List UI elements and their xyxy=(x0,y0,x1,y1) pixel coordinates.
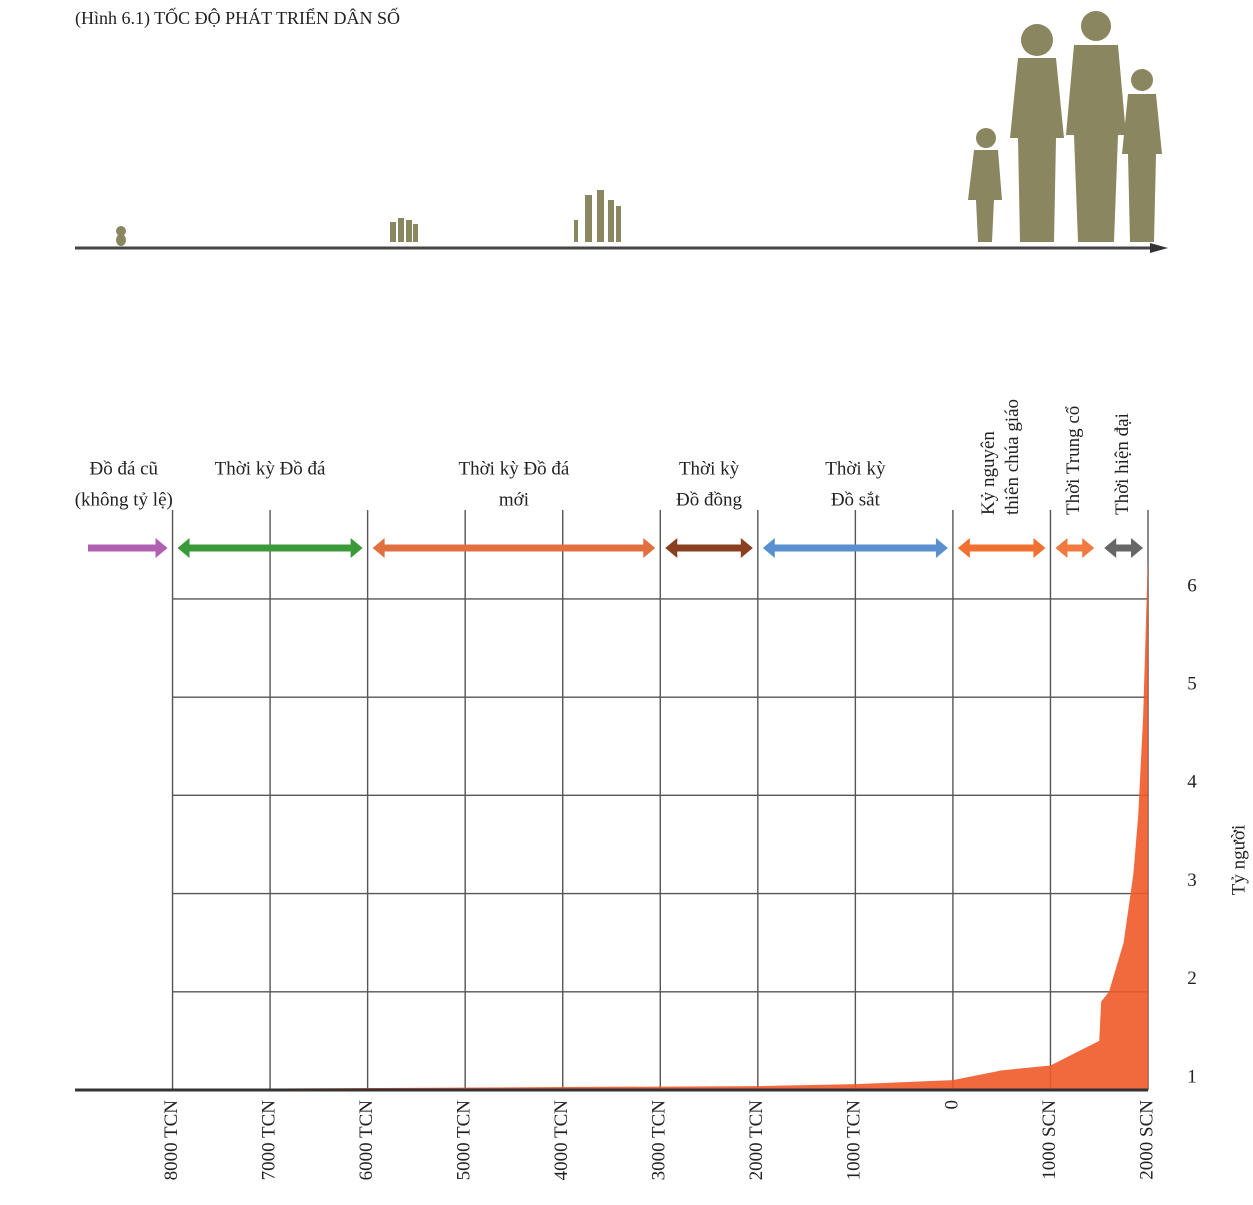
y-tick-label: 5 xyxy=(1187,674,1197,695)
period-label: Kỷ nguyên xyxy=(978,431,999,515)
x-tick-label: 6000 TCN xyxy=(356,1100,377,1181)
x-tick-label: 2000 SCN xyxy=(1136,1100,1157,1180)
people-illustration xyxy=(75,11,1168,253)
x-tick-label: 5000 TCN xyxy=(454,1100,475,1181)
arrow-head xyxy=(762,538,775,558)
x-tick-label: 3000 TCN xyxy=(649,1100,670,1181)
period-label: thiên chúa giáo xyxy=(1002,399,1023,515)
y-tick-label: 6 xyxy=(1187,575,1197,596)
arrow-head xyxy=(740,538,753,558)
x-tick-label: 1000 TCN xyxy=(844,1100,865,1181)
x-tick-label: 8000 TCN xyxy=(161,1100,182,1181)
period-label: Đồ đồng xyxy=(676,489,742,510)
y-tick-label: 3 xyxy=(1187,870,1197,891)
y-axis-label: Tỷ người xyxy=(1228,825,1249,895)
x-tick-label: 4000 TCN xyxy=(551,1100,572,1181)
arrow-head xyxy=(1104,538,1117,558)
period-label: Thời hiện đại xyxy=(1112,413,1133,515)
figure-title: (Hình 6.1) TỐC ĐỘ PHÁT TRIỂN DÂN SỐ xyxy=(75,7,400,29)
arrow-head xyxy=(1055,538,1068,558)
arrow-head xyxy=(1131,538,1143,558)
x-tick-label: 7000 TCN xyxy=(258,1100,279,1181)
period-label: Thời kỳ Đồ đá xyxy=(215,458,326,479)
x-tick-label: 2000 TCN xyxy=(746,1100,767,1181)
y-tick-label: 4 xyxy=(1187,772,1197,793)
period-label: Đồ đá cũ xyxy=(89,458,158,479)
arrow-head xyxy=(1033,538,1046,558)
period-label: Thời Trung cổ xyxy=(1063,406,1084,515)
x-tick-label: 1000 SCN xyxy=(1039,1100,1060,1180)
arrow-head xyxy=(665,538,678,558)
y-tick-label: 2 xyxy=(1187,968,1197,989)
period-label: Thời kỳ xyxy=(825,458,886,479)
period-label: mới xyxy=(499,489,529,510)
area xyxy=(75,554,1148,1090)
arrow-head xyxy=(1082,538,1095,558)
arrow-head xyxy=(372,538,385,558)
period-label: Thời kỳ Đồ đá xyxy=(459,458,570,479)
arrow-head xyxy=(155,538,168,558)
arrow-head xyxy=(643,538,656,558)
period-label: (không tỷ lệ) xyxy=(75,489,173,510)
arrow-head xyxy=(935,538,948,558)
period-label: Đồ sắt xyxy=(831,489,881,510)
period-label: Thời kỳ xyxy=(679,458,740,479)
arrow-head xyxy=(957,538,970,558)
y-tick-label: 1 xyxy=(1187,1066,1197,1087)
x-tick-label: 0 xyxy=(941,1100,962,1110)
arrow-head xyxy=(350,538,363,558)
arrow-head xyxy=(177,538,190,558)
